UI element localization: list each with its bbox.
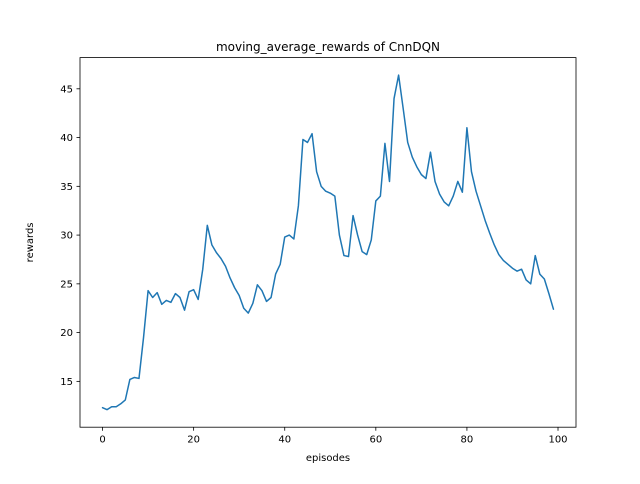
x-tick-label: 20 (187, 435, 200, 446)
y-tick-label: 45 (60, 84, 73, 95)
line-layer (101, 74, 555, 411)
x-axis-label: episodes (306, 453, 350, 464)
plot-area (80, 57, 576, 428)
x-tick-label: 0 (99, 435, 105, 446)
y-tick-label: 40 (60, 133, 73, 144)
y-tick-label: 15 (60, 377, 73, 388)
x-tick-label: 60 (369, 435, 382, 446)
y-tick-label: 25 (60, 279, 73, 290)
x-tick-label: 40 (278, 435, 291, 446)
chart-title: moving_average_rewards of CnnDQN (216, 40, 440, 54)
y-tick-label: 20 (60, 328, 73, 339)
data-line (101, 74, 555, 411)
y-tick-label: 30 (60, 231, 73, 242)
x-tick-label: 80 (461, 435, 474, 446)
x-tick-label: 100 (548, 435, 567, 446)
axes-spines (79, 57, 577, 428)
ticks-layer: 0 20 40 60 80 100 15 20 25 30 35 40 45 (60, 84, 567, 445)
y-axis-label: rewards (25, 222, 36, 262)
y-tick-label: 35 (60, 182, 73, 193)
